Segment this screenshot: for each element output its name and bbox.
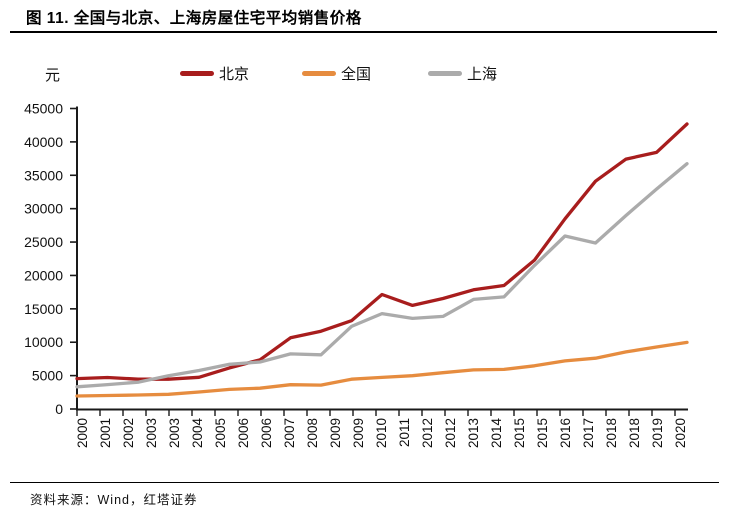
- legend-swatch-shanghai: [428, 71, 462, 76]
- y-tick-label: 5000: [32, 368, 63, 384]
- x-tick-label: 2009: [351, 418, 366, 448]
- x-tick-label: 2010: [374, 418, 389, 448]
- source-divider: [10, 482, 719, 483]
- y-tick-label: 45000: [24, 101, 63, 117]
- title-divider: [10, 31, 717, 33]
- legend-item-shanghai: 上海: [428, 63, 497, 84]
- x-tick-label: 2017: [581, 418, 596, 448]
- y-axis-unit-label: 元: [45, 67, 61, 84]
- x-tick-label: 2018: [627, 418, 642, 448]
- x-tick-label: 2015: [535, 418, 550, 448]
- x-tick-label: 2016: [558, 418, 573, 448]
- legend-label-national: 全国: [341, 66, 372, 83]
- series-line-beijing: [75, 122, 689, 381]
- x-tick-label: 2012: [443, 418, 458, 448]
- x-tick-label: 2002: [121, 418, 136, 448]
- legend-label-beijing: 北京: [219, 66, 250, 83]
- x-tick-label: 2008: [305, 418, 320, 448]
- x-tick-label: 2018: [604, 418, 619, 448]
- x-tick-label: 2001: [98, 418, 113, 448]
- x-tick-label: 2005: [213, 418, 228, 448]
- x-tick-label: 2013: [466, 418, 481, 448]
- legend-item-national: 全国: [302, 63, 371, 84]
- y-tick-label: 20000: [24, 267, 63, 283]
- legend-swatch-national: [302, 71, 336, 76]
- x-tick-label: 2003: [167, 418, 182, 448]
- x-tick-label: 2011: [397, 418, 412, 447]
- x-tick-label: 2020: [673, 418, 688, 448]
- source-text: 资料来源：Wind，红塔证券: [30, 493, 198, 507]
- x-tick-label: 2007: [282, 418, 297, 448]
- series-line-shanghai: [75, 162, 689, 389]
- figure-title: 图 11. 全国与北京、上海房屋住宅平均销售价格: [26, 10, 362, 27]
- legend-item-beijing: 北京: [180, 63, 249, 84]
- x-tick-label: 2006: [236, 418, 251, 448]
- x-tick-label: 2014: [489, 418, 504, 449]
- legend-swatch-beijing: [180, 71, 214, 76]
- x-tick-label: 2004: [190, 418, 205, 449]
- x-tick-label: 2006: [259, 418, 274, 448]
- series-line-national: [75, 340, 689, 398]
- y-tick-label: 40000: [24, 134, 63, 150]
- y-tick-label: 30000: [24, 201, 63, 217]
- x-tick-label: 2019: [650, 418, 665, 448]
- x-tick-label: 2000: [75, 418, 90, 448]
- y-tick-label: 0: [55, 401, 63, 417]
- x-tick-label: 2003: [144, 418, 159, 448]
- x-tick-label: 2009: [328, 418, 343, 448]
- y-tick-label: 15000: [24, 301, 63, 317]
- x-tick-label: 2012: [420, 418, 435, 448]
- legend-label-shanghai: 上海: [467, 66, 498, 83]
- y-tick-label: 35000: [24, 167, 63, 183]
- y-tick-label: 25000: [24, 234, 63, 250]
- y-tick-label: 10000: [24, 334, 63, 350]
- x-tick-label: 2015: [512, 418, 527, 448]
